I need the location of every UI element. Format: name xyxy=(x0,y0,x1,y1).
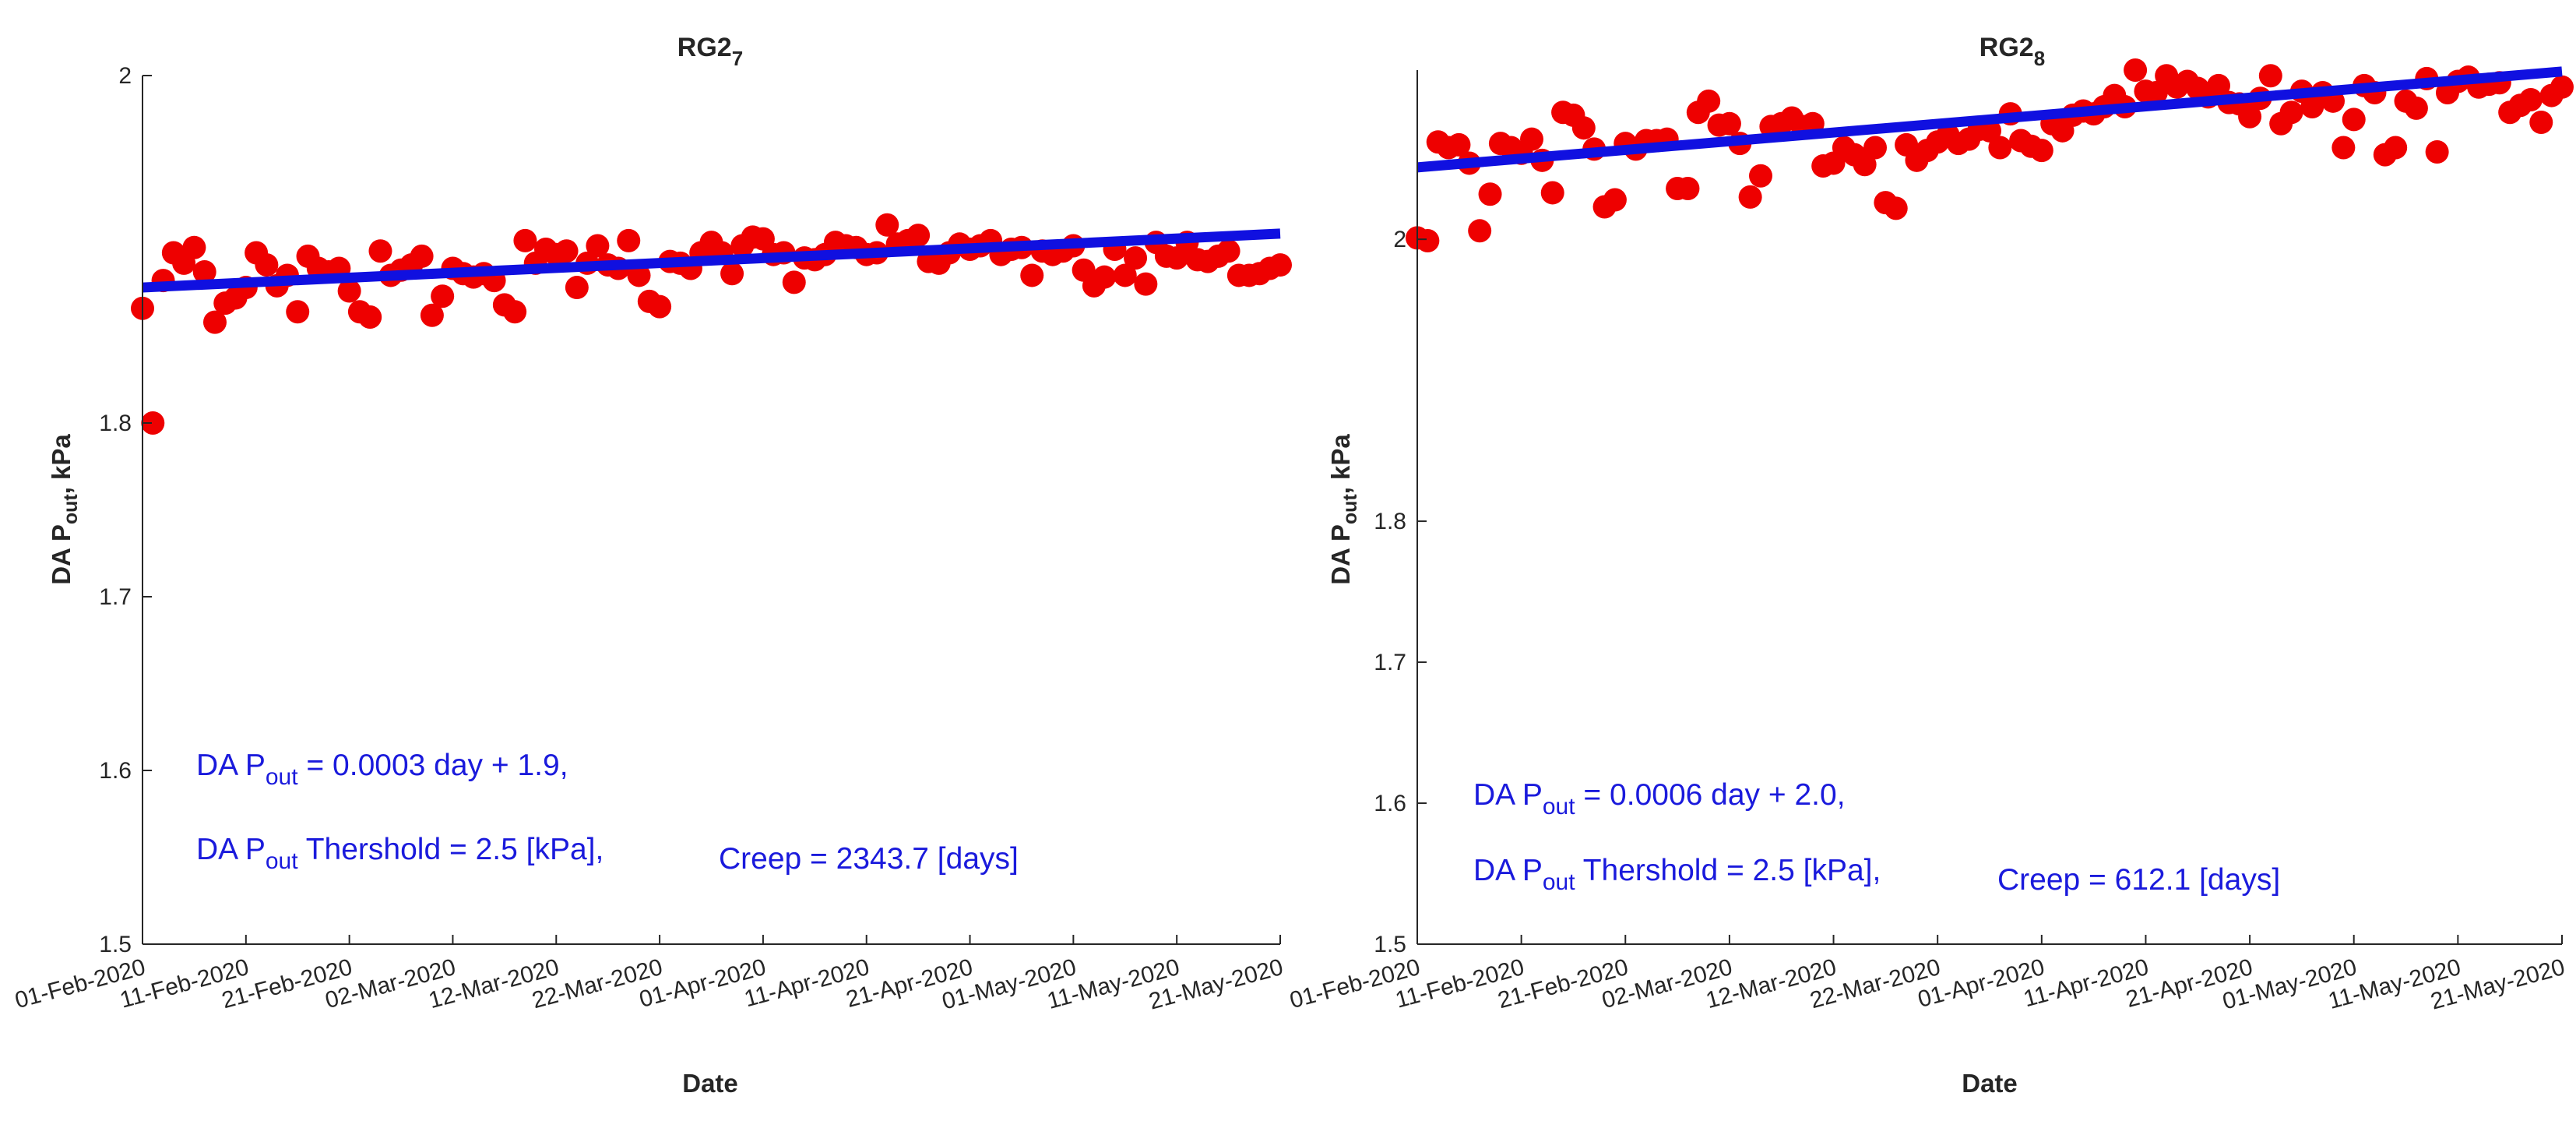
y-axis-label: DA Pout, kPa xyxy=(47,434,82,585)
data-point xyxy=(1749,164,1772,188)
data-point xyxy=(648,294,672,319)
y-tick-label: 1.6 xyxy=(1374,791,1406,816)
y-tick-label: 1.6 xyxy=(99,758,132,784)
data-point xyxy=(2529,110,2553,134)
data-point xyxy=(1988,136,2012,160)
data-point xyxy=(720,262,744,286)
y-tick-label: 1.7 xyxy=(1374,650,1406,675)
data-point xyxy=(1216,239,1240,263)
y-axis-label: DA Pout, kPa xyxy=(1326,434,1361,585)
data-point xyxy=(586,234,610,258)
data-point xyxy=(1520,127,1543,151)
data-point xyxy=(2384,136,2408,160)
y-ticks: 1.5 1.6 1.7 1.8 2 xyxy=(99,63,152,957)
data-point xyxy=(1020,263,1044,287)
equation-annotation: DA Pout = 0.0003 day + 1.9, DA Pout Ther… xyxy=(196,749,1019,876)
equation-line: DA Pout = 0.0003 day + 1.9, xyxy=(196,749,568,790)
data-point xyxy=(875,213,899,237)
y-tick-label: 1.8 xyxy=(99,411,132,436)
threshold-line: DA Pout Thershold = 2.5 [kPa], xyxy=(1473,854,1881,895)
x-axis-label: Date xyxy=(1962,1069,2018,1098)
equation-line: DA Pout = 0.0006 day + 2.0, xyxy=(1473,778,1846,820)
data-point xyxy=(1468,219,1492,243)
data-point xyxy=(1124,246,1148,270)
panel-rg2-8: RG28 1.5 1.6 1.7 1.8 2 01-Feb-202011-Feb-202… xyxy=(1287,33,2574,1098)
data-point xyxy=(202,310,227,334)
creep-value: Creep = 612.1 [days] xyxy=(1997,863,2280,897)
data-point xyxy=(192,259,216,284)
chart-title: RG27 xyxy=(677,33,743,70)
data-point xyxy=(1853,153,1877,177)
data-point xyxy=(906,224,931,248)
data-point xyxy=(1717,111,1741,136)
data-point xyxy=(503,300,527,324)
data-point xyxy=(255,253,279,277)
data-point xyxy=(513,228,537,252)
data-point xyxy=(2258,64,2282,88)
data-point xyxy=(141,411,165,435)
data-point xyxy=(1093,265,1117,289)
data-point xyxy=(337,279,361,303)
plot-area xyxy=(1406,58,2574,252)
trend-line xyxy=(142,228,1281,293)
threshold-line: DA Pout Thershold = 2.5 [kPa], xyxy=(196,833,604,874)
data-point xyxy=(2550,75,2574,99)
data-point xyxy=(2279,100,2303,125)
data-point xyxy=(410,244,434,268)
data-point xyxy=(782,270,806,294)
data-point xyxy=(565,276,589,300)
y-tick-label: 1.5 xyxy=(99,932,132,957)
data-point xyxy=(368,239,392,263)
data-point xyxy=(2124,58,2148,82)
data-point xyxy=(2331,136,2356,160)
data-point xyxy=(1478,182,1502,206)
data-point xyxy=(420,303,444,327)
data-point xyxy=(2518,88,2543,112)
data-point xyxy=(1738,185,1762,209)
panel-rg2-7: RG27 1.5 1.6 1.7 1.8 2 01-Feb-202011-Feb-202… xyxy=(12,33,1292,1098)
data-point xyxy=(1863,136,1887,160)
data-point xyxy=(1540,181,1564,205)
data-point xyxy=(627,263,651,287)
data-point xyxy=(1447,132,1471,157)
x-ticks: 01-Feb-202011-Feb-202021-Feb-202002-Mar-… xyxy=(12,935,1286,1015)
y-tick-label: 1.7 xyxy=(99,584,132,610)
data-point xyxy=(2144,80,2168,104)
data-point xyxy=(286,300,310,324)
data-point xyxy=(2238,104,2262,129)
trend-line xyxy=(1416,66,2563,173)
data-point xyxy=(1571,116,1596,140)
data-point xyxy=(2029,139,2053,163)
data-point xyxy=(554,239,579,263)
data-point xyxy=(1269,253,1292,277)
data-point xyxy=(2207,73,2230,97)
data-point xyxy=(2404,96,2428,120)
data-point xyxy=(1884,196,1908,220)
data-point xyxy=(1603,188,1627,212)
x-axis-label: Date xyxy=(682,1069,738,1098)
data-point xyxy=(617,228,641,252)
data-point xyxy=(2425,139,2449,164)
y-tick-label: 1.8 xyxy=(1374,509,1406,534)
x-ticks: 01-Feb-202011-Feb-202021-Feb-202002-Mar-… xyxy=(1287,935,2567,1015)
chart-title: RG28 xyxy=(1980,33,2045,70)
plot-area xyxy=(131,213,1292,435)
data-point xyxy=(1697,89,1721,113)
data-point xyxy=(1676,177,1700,201)
data-point xyxy=(1416,228,1440,252)
y-tick-label: 2 xyxy=(118,63,132,89)
y-ticks: 1.5 1.6 1.7 1.8 2 xyxy=(1374,227,1427,957)
equation-annotation: DA Pout = 0.0006 day + 2.0, DA Pout Ther… xyxy=(1473,778,2280,897)
y-tick-label: 1.5 xyxy=(1374,932,1406,957)
data-point xyxy=(2342,108,2366,132)
y-tick-label: 2 xyxy=(1393,227,1406,252)
data-point xyxy=(1113,263,1137,287)
data-point xyxy=(431,284,455,308)
data-point xyxy=(182,235,206,259)
data-point xyxy=(358,305,382,329)
creep-value: Creep = 2343.7 [days] xyxy=(719,842,1019,876)
data-point xyxy=(1134,272,1158,296)
